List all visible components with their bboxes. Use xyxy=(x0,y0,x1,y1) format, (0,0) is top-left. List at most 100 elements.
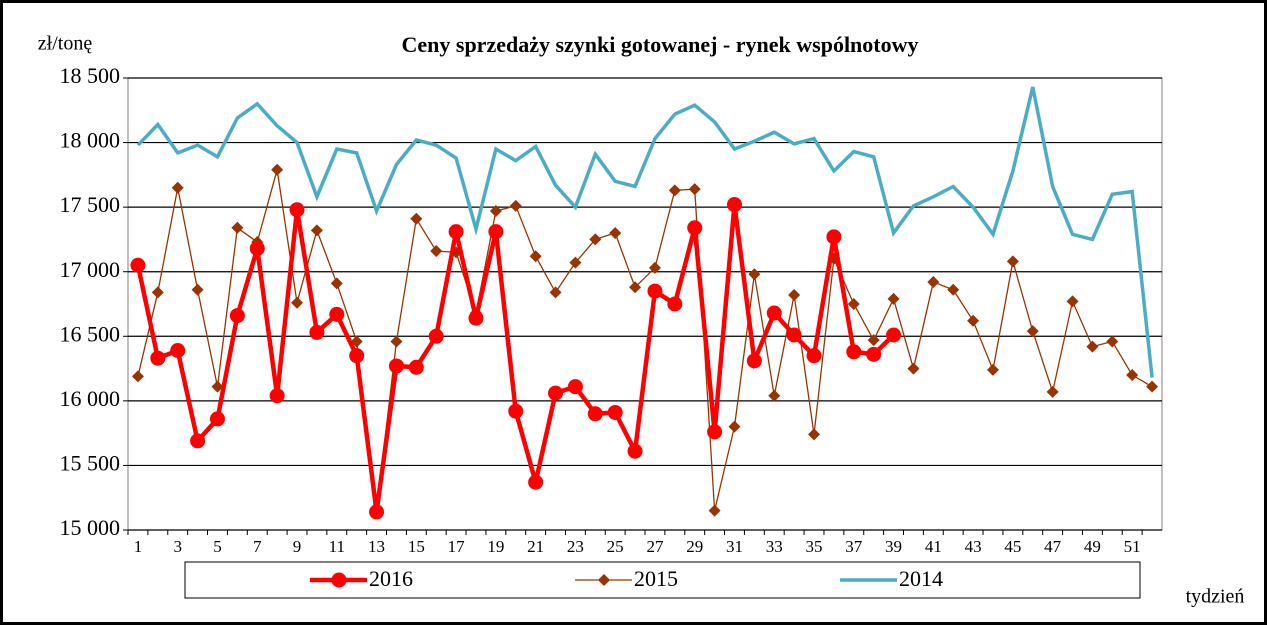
x-tick-label: 29 xyxy=(686,537,703,556)
point xyxy=(191,283,204,296)
point xyxy=(131,370,144,383)
point xyxy=(627,443,643,459)
x-tick-label: 13 xyxy=(368,537,385,556)
point xyxy=(1086,340,1099,353)
point xyxy=(1146,380,1159,393)
point xyxy=(410,212,423,225)
point xyxy=(708,504,721,517)
point xyxy=(629,281,642,294)
point xyxy=(808,428,821,441)
point xyxy=(607,404,623,420)
point xyxy=(150,350,166,366)
point xyxy=(766,305,782,321)
point xyxy=(509,199,522,212)
point xyxy=(269,388,285,404)
x-tick-label: 35 xyxy=(806,537,823,556)
x-tick-label: 51 xyxy=(1124,537,1141,556)
point xyxy=(786,327,802,343)
point xyxy=(1126,369,1139,382)
point xyxy=(746,353,762,369)
x-tick-label: 25 xyxy=(607,537,624,556)
point xyxy=(707,424,723,440)
point xyxy=(388,358,404,374)
point xyxy=(369,504,385,520)
point xyxy=(647,283,663,299)
point xyxy=(967,314,980,327)
point xyxy=(688,183,701,196)
x-tick-label: 19 xyxy=(487,537,504,556)
point xyxy=(430,245,443,258)
x-tick-label: 23 xyxy=(567,537,584,556)
point xyxy=(209,411,225,427)
x-tick-label: 15 xyxy=(408,537,425,556)
point xyxy=(190,433,206,449)
x-tick-label: 33 xyxy=(766,537,783,556)
point xyxy=(408,359,424,375)
x-tick-label: 7 xyxy=(253,537,262,556)
point xyxy=(171,181,184,194)
point xyxy=(349,348,365,364)
point xyxy=(587,406,603,422)
x-tick-label: 41 xyxy=(925,537,942,556)
point xyxy=(768,389,781,402)
point xyxy=(291,296,304,309)
point xyxy=(847,298,860,310)
legend-marker xyxy=(331,572,347,588)
y-tick-label: 18 000 xyxy=(60,128,121,153)
point xyxy=(309,324,325,340)
y-tick-label: 17 500 xyxy=(60,192,121,217)
legend-label: 2015 xyxy=(634,566,678,591)
point xyxy=(728,420,741,433)
x-tick-label: 31 xyxy=(726,537,743,556)
point xyxy=(846,344,862,360)
point xyxy=(310,224,323,237)
point xyxy=(826,229,842,245)
point xyxy=(330,277,343,290)
point xyxy=(489,205,502,218)
point xyxy=(806,348,822,364)
point xyxy=(1026,325,1039,338)
point xyxy=(1006,255,1019,268)
point xyxy=(788,288,801,301)
point xyxy=(1046,385,1059,398)
y-tick-label: 16 500 xyxy=(60,321,121,346)
point xyxy=(866,346,882,362)
point xyxy=(569,256,582,269)
series-line xyxy=(136,86,1154,378)
point xyxy=(329,306,345,322)
point xyxy=(249,240,265,256)
point xyxy=(927,276,940,289)
y-tick-label: 16 000 xyxy=(60,386,121,411)
x-tick-label: 45 xyxy=(1004,537,1021,556)
point xyxy=(609,226,622,239)
point xyxy=(726,197,742,213)
x-tick-label: 21 xyxy=(527,537,544,556)
y-tick-label: 18 500 xyxy=(60,63,121,88)
point xyxy=(1106,335,1119,348)
legend-box xyxy=(184,561,1141,599)
point xyxy=(667,296,683,312)
legend-marker xyxy=(598,574,610,586)
y-tick-label: 15 000 xyxy=(60,515,121,540)
point xyxy=(567,379,583,395)
point xyxy=(548,385,564,401)
point xyxy=(648,261,661,274)
point xyxy=(887,292,900,305)
point xyxy=(907,362,920,375)
point xyxy=(151,286,164,299)
point xyxy=(886,327,902,343)
point xyxy=(867,334,880,347)
point xyxy=(1066,295,1079,308)
point xyxy=(211,380,224,393)
x-tick-label: 17 xyxy=(448,537,466,556)
point xyxy=(549,286,562,299)
x-tick-label: 3 xyxy=(173,537,182,556)
x-tick-label: 27 xyxy=(646,537,664,556)
point xyxy=(529,250,542,263)
point xyxy=(390,335,403,348)
y-tick-label: 17 000 xyxy=(60,257,121,282)
point xyxy=(231,221,244,234)
point xyxy=(271,163,284,176)
x-tick-label: 11 xyxy=(329,537,345,556)
